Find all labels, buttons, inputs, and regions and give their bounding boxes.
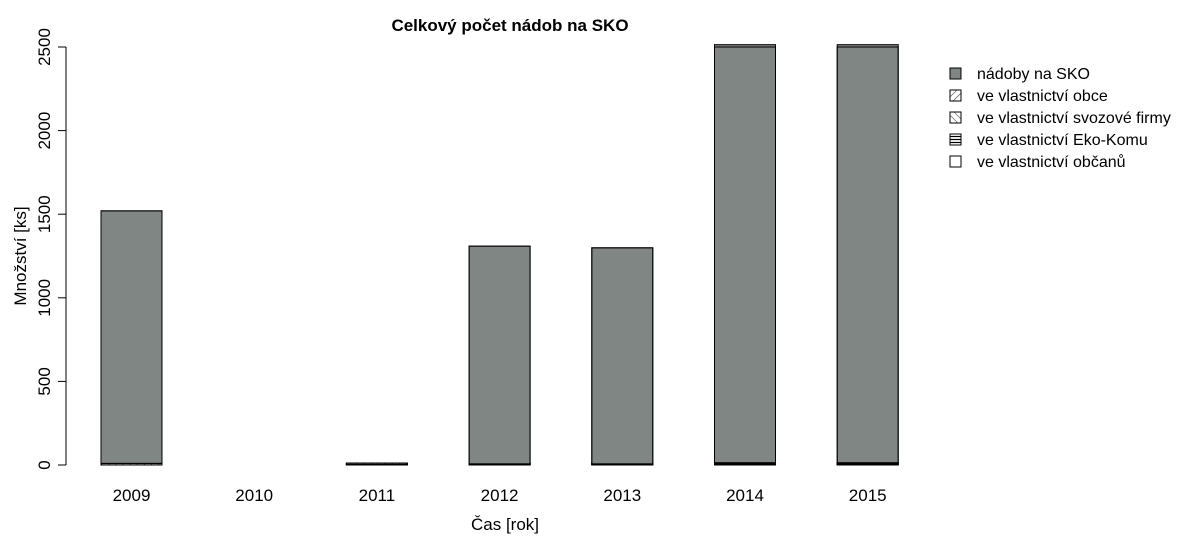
x-tick-label: 2012 [481, 486, 519, 505]
legend-label: ve vlastnictví Eko-Komu [977, 132, 1148, 149]
y-tick-label: 0 [35, 460, 54, 469]
x-tick-labels: 2009 2010 2011 2012 2013 2014 2015 [113, 486, 887, 505]
bars [100, 44, 899, 466]
y-tick-label: 2500 [35, 28, 54, 66]
legend-swatch [949, 155, 962, 168]
legend-label: ve vlastnictví obce [977, 88, 1108, 105]
y-tick-label: 2000 [35, 112, 54, 150]
bar-outline [591, 247, 654, 466]
legend-swatch [949, 111, 962, 124]
bar-outline [345, 463, 408, 466]
x-tick-label: 2014 [726, 486, 764, 505]
y-axis-label: Množství [ks] [11, 206, 30, 305]
y-tick-label: 1000 [35, 279, 54, 317]
x-tick-label: 2011 [359, 486, 396, 505]
bar-segment [836, 44, 899, 464]
bar-segment [591, 247, 654, 465]
legend-label: ve vlastnictví svozové firmy [977, 110, 1171, 127]
bar-segment [100, 210, 163, 464]
legend-swatch [949, 67, 962, 80]
bar-segment [468, 245, 531, 465]
bar-outline [468, 245, 531, 466]
chart-title: Celkový počet nádob na SKO [391, 16, 628, 35]
bar-outline [100, 210, 163, 466]
legend-label: ve vlastnictví občanů [977, 153, 1126, 171]
x-tick-label: 2009 [113, 486, 151, 505]
bar-outline [836, 46, 899, 466]
bar-outline [714, 46, 776, 466]
legend: nádoby na SKO ve vlastnictví obce ve vlast… [949, 66, 1171, 171]
legend-label: nádoby na SKO [977, 66, 1090, 83]
x-tick-label: 2010 [235, 486, 273, 505]
y-axis: 0 500 1000 1500 2000 2500 [35, 28, 67, 470]
bar-segment [714, 44, 776, 464]
x-axis-label: Čas [rok] [471, 515, 539, 534]
y-tick-label: 1500 [35, 195, 54, 233]
x-tick-label: 2013 [603, 486, 641, 505]
y-tick-label: 500 [35, 367, 54, 395]
legend-swatch [949, 89, 962, 102]
legend-swatch [949, 133, 962, 146]
x-tick-label: 2015 [849, 486, 887, 505]
